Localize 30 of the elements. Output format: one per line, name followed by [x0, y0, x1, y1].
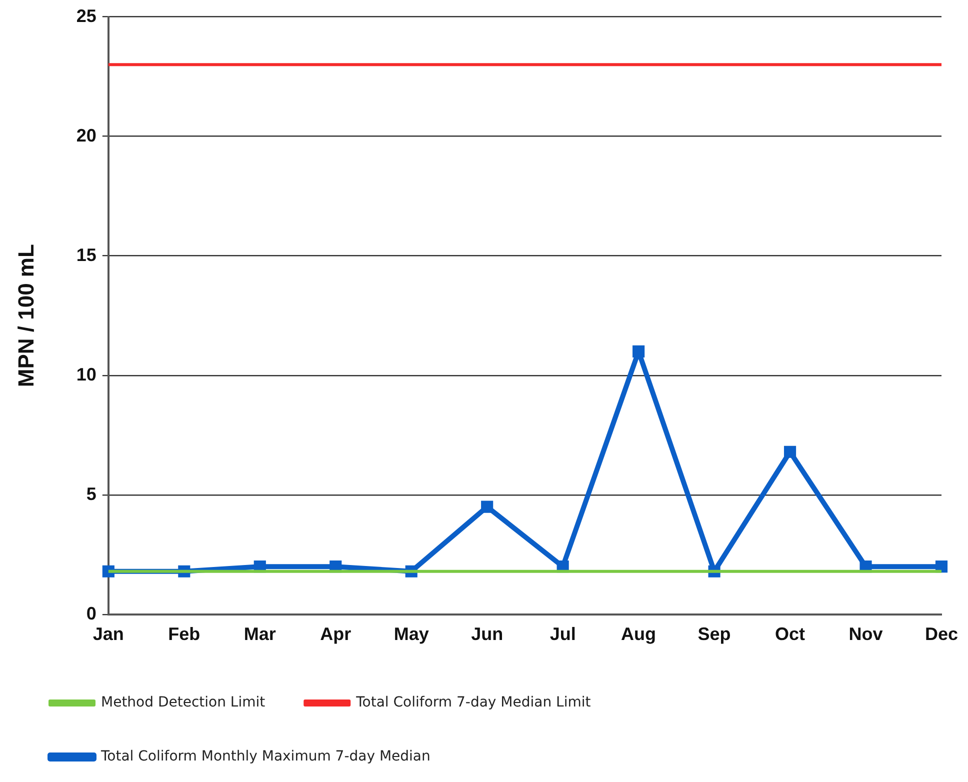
y-tick-label: 15: [76, 244, 96, 265]
x-tick-label: Aug: [621, 624, 656, 644]
y-tick-label: 20: [76, 125, 96, 146]
x-tick-label: Jan: [92, 624, 124, 644]
point: [935, 560, 948, 573]
x-tick-label: Jul: [550, 624, 576, 644]
x-tick-label: Dec: [924, 624, 958, 644]
x-tick-label: Sep: [698, 624, 731, 644]
legend-label: Method Detection Limit: [101, 694, 266, 711]
x-tick-label: Oct: [775, 624, 806, 644]
x-tick-label: Nov: [848, 624, 883, 644]
x-tick-label: May: [394, 624, 429, 644]
legend-label: Total Coliform 7-day Median Limit: [355, 694, 592, 711]
point: [556, 560, 569, 573]
y-tick-label: 0: [86, 603, 96, 624]
y-axis-title: MPN / 100 mL: [13, 244, 38, 388]
point: [481, 500, 494, 513]
x-tick-label: Apr: [320, 624, 352, 644]
x-tick-label: Jun: [471, 624, 504, 644]
point: [784, 446, 796, 458]
y-tick-label: 10: [76, 364, 96, 384]
x-tick-label: Feb: [168, 624, 200, 644]
y-tick-label: 5: [86, 484, 96, 504]
y-tick-label: 25: [76, 6, 96, 26]
point: [632, 345, 645, 358]
x-tick-label: Mar: [244, 624, 276, 644]
legend-label: Total Coliform Monthly Maximum 7-day Median: [100, 748, 430, 765]
point: [860, 560, 872, 573]
point: [330, 560, 342, 573]
point: [254, 560, 266, 573]
